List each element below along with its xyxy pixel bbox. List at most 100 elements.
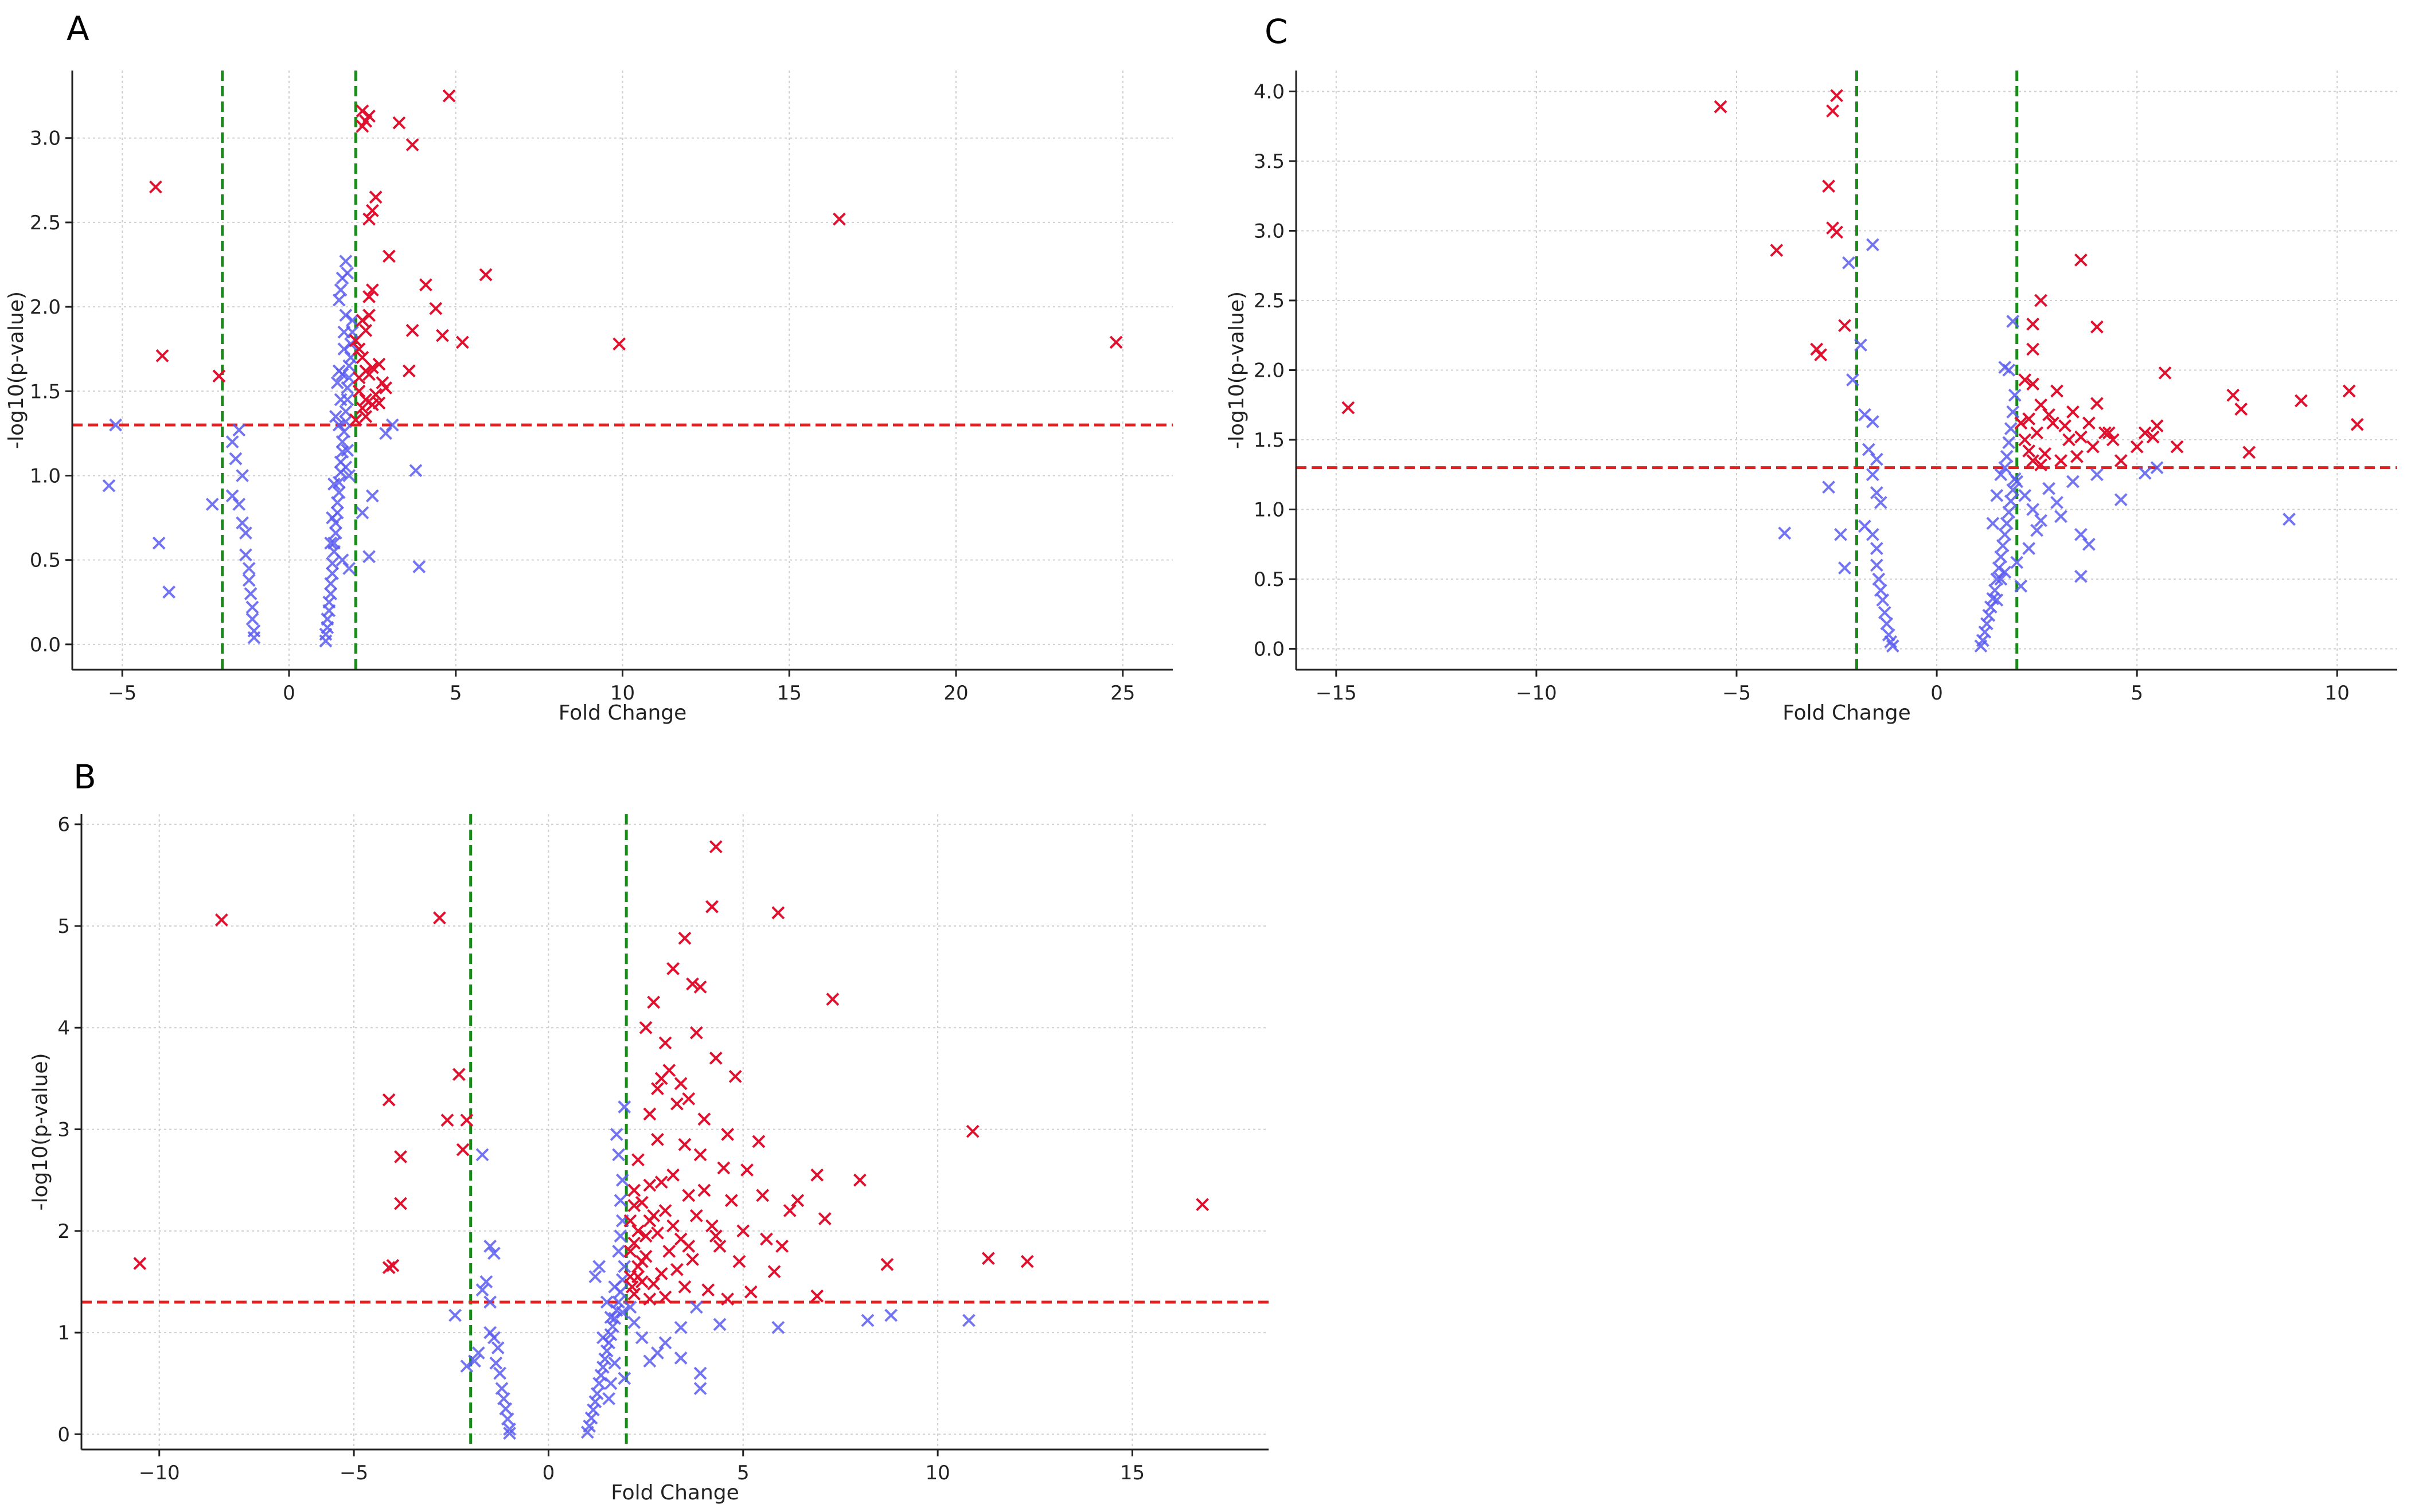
nonsignificant-points-b	[448, 1100, 976, 1440]
nonsignificant-point	[1990, 489, 2004, 502]
nonsignificant-point	[1886, 639, 1899, 653]
significant-point	[651, 1226, 664, 1240]
nonsignificant-point	[1990, 593, 2004, 607]
nonsignificant-point	[245, 612, 259, 626]
nonsignificant-point	[1998, 361, 2012, 374]
nonsignificant-point	[588, 1395, 602, 1409]
significant-point	[651, 1132, 664, 1146]
nonsignificant-point	[693, 1382, 707, 1396]
significant-point	[678, 1280, 692, 1294]
significant-point	[2054, 454, 2067, 467]
nonsignificant-point	[239, 548, 252, 562]
nonsignificant-point	[596, 1360, 610, 1374]
significant-point	[767, 1265, 781, 1279]
significant-point	[682, 1240, 696, 1253]
x-tick-label: 5	[2131, 682, 2143, 705]
nonsignificant-point	[339, 415, 353, 428]
nonsignificant-point	[330, 376, 344, 389]
nonsignificant-point	[475, 1283, 489, 1297]
significant-point	[2146, 430, 2160, 444]
y-tick-label: 2.5	[30, 212, 61, 235]
significant-point	[405, 323, 419, 337]
significant-point	[440, 1114, 454, 1127]
nonsignificant-point	[489, 1356, 503, 1370]
grid-a	[72, 71, 1173, 670]
significant-point	[372, 357, 386, 371]
nonsignificant-point	[612, 1244, 626, 1258]
nonsignificant-point	[1778, 526, 1792, 540]
significant-point	[689, 1209, 703, 1222]
nonsignificant-point	[1838, 561, 1851, 575]
x-tick-label: 25	[1110, 682, 1135, 705]
nonsignificant-points-c	[1778, 238, 2296, 653]
significant-point	[352, 342, 366, 356]
significant-point	[693, 1148, 707, 1162]
nonsignificant-point	[2006, 315, 2020, 328]
nonsignificant-point	[109, 418, 123, 432]
significant-point	[362, 368, 376, 381]
nonsignificant-point	[2074, 528, 2088, 541]
significant-point	[666, 1168, 680, 1182]
x-tick-label: −5	[340, 1462, 368, 1484]
nonsignificant-point	[225, 489, 239, 503]
nonsignificant-points-a	[102, 255, 426, 648]
nonsignificant-point	[468, 1354, 481, 1368]
significant-point	[394, 1150, 407, 1163]
significant-point	[212, 369, 226, 383]
y-tick-label: 3	[57, 1119, 70, 1142]
significant-point	[631, 1224, 645, 1238]
nonsignificant-point	[2000, 517, 2014, 530]
nonsignificant-point	[1986, 517, 2000, 530]
significant-point	[2130, 440, 2144, 454]
significant-point	[623, 1214, 637, 1228]
significant-point	[405, 138, 419, 151]
nonsignificant-point	[584, 1411, 598, 1425]
x-tick-label: −10	[1516, 682, 1557, 705]
nonsignificant-point	[1872, 572, 1886, 586]
significant-point	[647, 995, 661, 1009]
nonsignificant-point	[592, 1260, 606, 1273]
significant-point	[214, 913, 228, 927]
nonsignificant-point	[2150, 461, 2164, 475]
nonsignificant-point	[618, 1100, 631, 1114]
nonsignificant-point	[2034, 514, 2048, 528]
significant-point	[455, 335, 469, 349]
significant-point	[682, 1189, 696, 1202]
significant-point	[724, 1194, 738, 1208]
significant-point	[966, 1124, 980, 1138]
significant-point	[647, 1209, 661, 1222]
nonsignificant-point	[1870, 452, 1883, 466]
nonsignificant-point	[713, 1318, 727, 1331]
nonsignificant-point	[1980, 617, 1993, 631]
nonsignificant-point	[2030, 523, 2044, 537]
grid-b	[81, 814, 1269, 1450]
nonsignificant-point	[962, 1314, 976, 1327]
nonsignificant-point	[495, 1382, 509, 1396]
nonsignificant-point	[236, 469, 249, 482]
significant-point	[717, 1161, 731, 1175]
nonsignificant-point	[615, 1306, 629, 1319]
nonsignificant-point	[2006, 405, 2020, 419]
nonsignificant-point	[329, 526, 342, 540]
significant-point	[1714, 100, 1727, 114]
significant-point	[689, 1026, 703, 1040]
nonsignificant-point	[618, 1372, 631, 1385]
volcano-plot-b: B −10 −5 0 5 10 15 0 1 2 3 4 5 6 Fold Change -log10(p-v…	[0, 745, 1290, 1512]
y-tick-label: 0	[57, 1423, 70, 1446]
significant-point	[627, 1199, 641, 1212]
nonsignificant-point	[471, 1346, 485, 1359]
nonsignificant-point	[483, 1240, 497, 1253]
y-tick-label: 2.0	[1254, 360, 1285, 382]
significant-point	[2046, 416, 2059, 430]
significant-point	[349, 334, 362, 347]
nonsignificant-point	[339, 460, 353, 474]
significant-point	[155, 349, 169, 362]
nonsignificant-point	[326, 566, 339, 580]
nonsignificant-point	[612, 1148, 626, 1162]
nonsignificant-point	[2082, 537, 2096, 551]
nonsignificant-point	[332, 418, 346, 432]
nonsignificant-point	[491, 1341, 505, 1355]
nonsignificant-point	[326, 511, 339, 525]
significant-point	[383, 249, 396, 263]
significant-point	[362, 110, 376, 123]
